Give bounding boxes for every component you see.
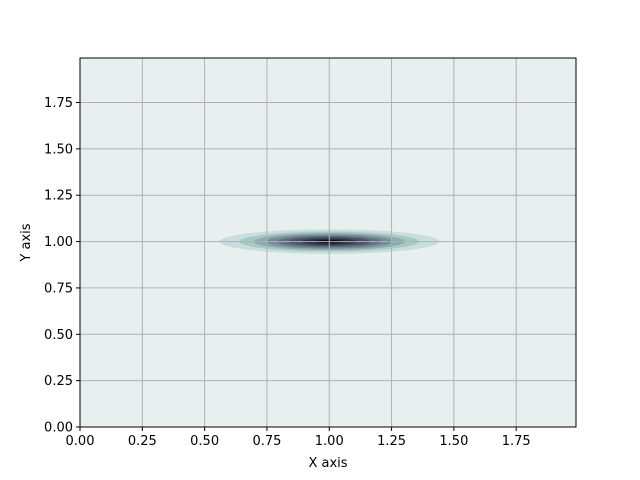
x-tick-label: 0.25	[128, 434, 157, 449]
y-tick-label: 0.00	[44, 421, 73, 436]
y-tick-label: 0.25	[44, 374, 73, 389]
axes-frame	[79, 57, 577, 428]
y-tick-label: 0.50	[44, 328, 73, 343]
y-tick-label: 1.25	[44, 189, 73, 204]
y-axis-ticks: 0.00 0.25 0.50 0.75 1.00 1.25 1.50 1.75	[44, 96, 80, 436]
x-tick-label: 0.00	[66, 434, 95, 449]
y-tick-label: 1.50	[44, 142, 73, 157]
x-axis-label: X axis	[308, 456, 347, 471]
x-axis-ticks: 0.00 0.25 0.50 0.75 1.00 1.25 1.50 1.75	[66, 427, 531, 449]
x-tick-label: 1.50	[439, 434, 468, 449]
plot-area	[80, 58, 576, 427]
x-tick-label: 1.00	[315, 434, 344, 449]
y-axis-label: Y axis	[19, 223, 34, 262]
y-tick-label: 0.75	[44, 281, 73, 296]
y-tick-label: 1.75	[44, 96, 73, 111]
y-tick-label: 1.00	[44, 235, 73, 250]
x-tick-label: 1.25	[377, 434, 406, 449]
x-tick-label: 0.75	[252, 434, 281, 449]
x-tick-label: 0.50	[190, 434, 219, 449]
x-tick-label: 1.75	[502, 434, 531, 449]
